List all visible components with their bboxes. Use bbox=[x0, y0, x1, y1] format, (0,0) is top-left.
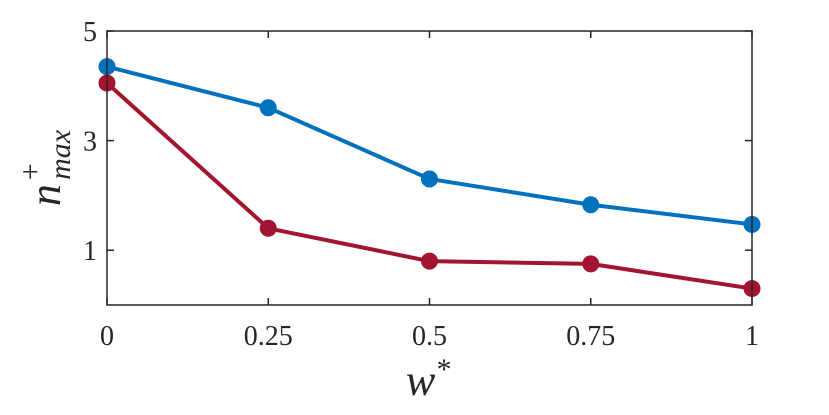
x-tick-label: 0.5 bbox=[412, 321, 447, 352]
y-tick-label: 1 bbox=[83, 236, 97, 267]
y-axis-label-superscript: + bbox=[14, 162, 47, 182]
x-tick-labels: 0 0.25 0.5 0.75 1 bbox=[100, 321, 759, 352]
x-tick-label: 0.75 bbox=[566, 321, 615, 352]
series-2-point bbox=[421, 252, 438, 270]
y-axis-label-main: n bbox=[21, 184, 70, 206]
series-2-point bbox=[582, 255, 600, 273]
series-1-point bbox=[582, 196, 600, 214]
series-1-point bbox=[259, 99, 277, 117]
series-1-line bbox=[106, 64, 753, 227]
x-tick-label: 0 bbox=[100, 321, 114, 352]
axis-ticks bbox=[106, 30, 753, 305]
x-axis-label-superscript: * bbox=[435, 353, 450, 386]
x-tick-label: 0.25 bbox=[244, 321, 293, 352]
y-tick-label: 5 bbox=[83, 17, 97, 48]
y-tick-label: 3 bbox=[83, 127, 97, 158]
series-2-point bbox=[259, 219, 277, 237]
x-tick-label: 1 bbox=[745, 321, 759, 352]
y-axis-label: n+max bbox=[14, 129, 77, 206]
x-axis-label-main: w bbox=[406, 356, 436, 405]
y-tick-labels: 1 3 5 bbox=[83, 17, 97, 267]
x-axis-label: w* bbox=[406, 353, 450, 405]
y-axis-label-subscript: max bbox=[44, 129, 77, 180]
series-1-point bbox=[421, 170, 438, 188]
plot-markers bbox=[98, 58, 761, 298]
